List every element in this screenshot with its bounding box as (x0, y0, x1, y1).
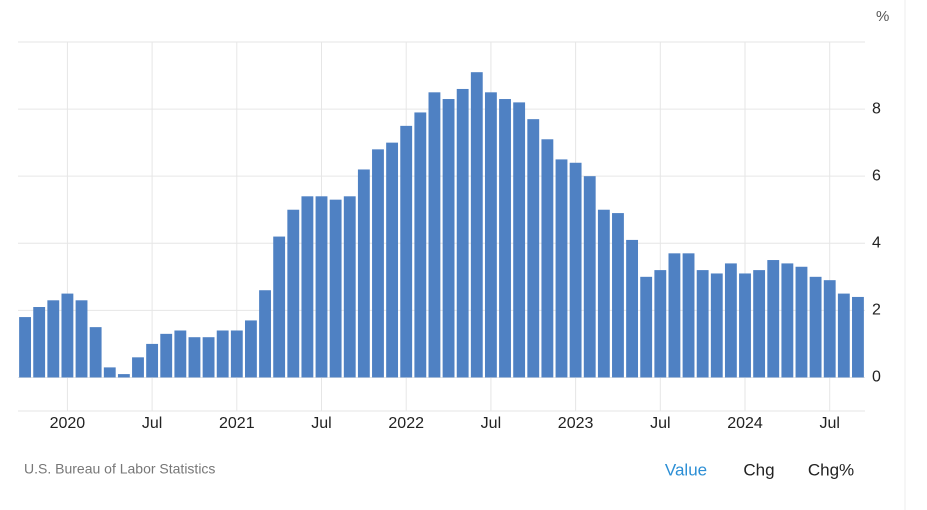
bar (612, 213, 624, 378)
y-tick-label: 2 (872, 302, 881, 319)
bar (216, 330, 229, 378)
bar (513, 102, 526, 378)
bar (696, 270, 709, 378)
bar (428, 92, 441, 378)
bar (287, 209, 300, 378)
bar (597, 209, 610, 378)
bar (682, 253, 695, 378)
bar (739, 273, 751, 378)
bar (583, 176, 596, 378)
bar (160, 333, 173, 378)
bar (414, 112, 427, 378)
bar (19, 317, 31, 378)
x-tick-label: 2020 (50, 415, 86, 432)
bar (541, 139, 554, 378)
bar (668, 253, 681, 378)
bar (315, 196, 328, 378)
x-tick-label: Jul (481, 415, 501, 432)
y-tick-label: 6 (872, 167, 881, 184)
bar (753, 270, 766, 378)
x-tick-label: Jul (142, 415, 162, 432)
x-tick-label: Jul (819, 415, 839, 432)
bar (89, 327, 102, 378)
bar (273, 236, 286, 378)
control-tab[interactable]: Value (665, 460, 707, 479)
bar (837, 293, 850, 378)
bar (781, 263, 794, 378)
bar (795, 266, 808, 378)
y-tick-label: 8 (872, 100, 881, 117)
bar (527, 119, 540, 378)
y-tick-label: 4 (872, 234, 881, 251)
bar (372, 149, 384, 378)
bar (343, 196, 356, 378)
control-tab[interactable]: Chg% (808, 460, 854, 479)
bar (61, 293, 74, 378)
bar (329, 199, 342, 378)
bar (103, 367, 116, 378)
bar (823, 280, 836, 378)
bar (400, 125, 413, 378)
x-tick-label: 2024 (727, 415, 763, 432)
bar (809, 276, 822, 378)
x-tick-label: 2023 (558, 415, 594, 432)
control-tab[interactable]: Chg (743, 460, 774, 479)
y-tick-label: 0 (872, 369, 881, 386)
bar (767, 260, 780, 378)
bar (456, 88, 469, 378)
bar (188, 337, 201, 378)
bar (33, 307, 46, 378)
bar (569, 162, 582, 378)
x-tick-label: 2022 (388, 415, 424, 432)
bar (75, 300, 88, 378)
bar (386, 142, 399, 378)
bar (470, 72, 483, 378)
unit-label: % (876, 8, 889, 25)
x-tick-label: Jul (650, 415, 670, 432)
bar (244, 320, 257, 378)
bar (230, 330, 243, 378)
bar (640, 276, 653, 378)
x-tick-label: Jul (311, 415, 331, 432)
bar (626, 239, 639, 378)
bar (132, 357, 144, 378)
bar (442, 99, 455, 378)
bar (710, 273, 723, 378)
bar (484, 92, 497, 378)
bar (852, 296, 864, 378)
bar (47, 300, 60, 378)
bar (301, 196, 314, 378)
x-tick-label: 2021 (219, 415, 255, 432)
bar (555, 159, 568, 378)
bar (202, 337, 215, 378)
bar (174, 330, 187, 378)
source: U.S. Bureau of Labor Statistics (24, 461, 215, 477)
bar (357, 169, 370, 378)
bar (499, 99, 511, 378)
bar (724, 263, 737, 378)
bar (654, 270, 667, 378)
bar (117, 374, 130, 378)
bar (146, 343, 159, 378)
bar (259, 290, 271, 378)
